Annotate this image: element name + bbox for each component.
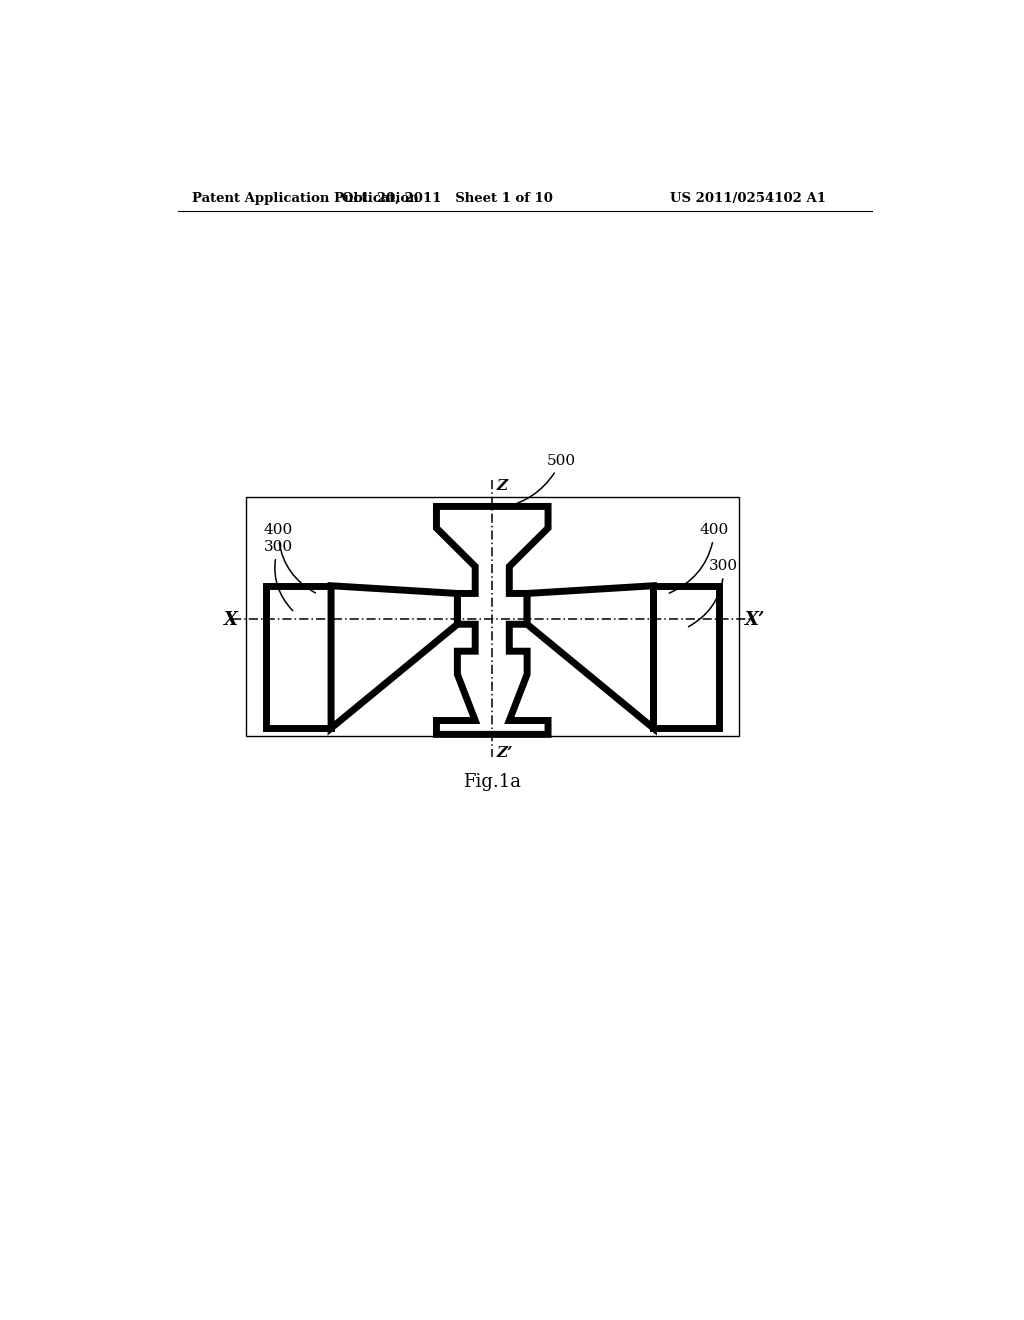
Text: 500: 500	[504, 454, 575, 507]
Polygon shape	[653, 586, 719, 729]
Polygon shape	[436, 507, 548, 734]
Text: Z: Z	[497, 479, 508, 494]
Text: 400: 400	[263, 523, 315, 593]
Polygon shape	[331, 586, 458, 729]
Text: 300: 300	[688, 560, 738, 627]
Polygon shape	[266, 586, 331, 729]
Text: Z’: Z’	[497, 746, 513, 760]
Text: Oct. 20, 2011   Sheet 1 of 10: Oct. 20, 2011 Sheet 1 of 10	[342, 191, 553, 205]
Text: 300: 300	[263, 540, 293, 611]
Text: X: X	[224, 611, 238, 630]
Text: Fig.1a: Fig.1a	[463, 774, 521, 791]
Text: X’: X’	[744, 611, 765, 630]
Polygon shape	[527, 586, 653, 729]
Text: 400: 400	[670, 523, 729, 593]
Text: Patent Application Publication: Patent Application Publication	[193, 191, 419, 205]
Text: US 2011/0254102 A1: US 2011/0254102 A1	[671, 191, 826, 205]
